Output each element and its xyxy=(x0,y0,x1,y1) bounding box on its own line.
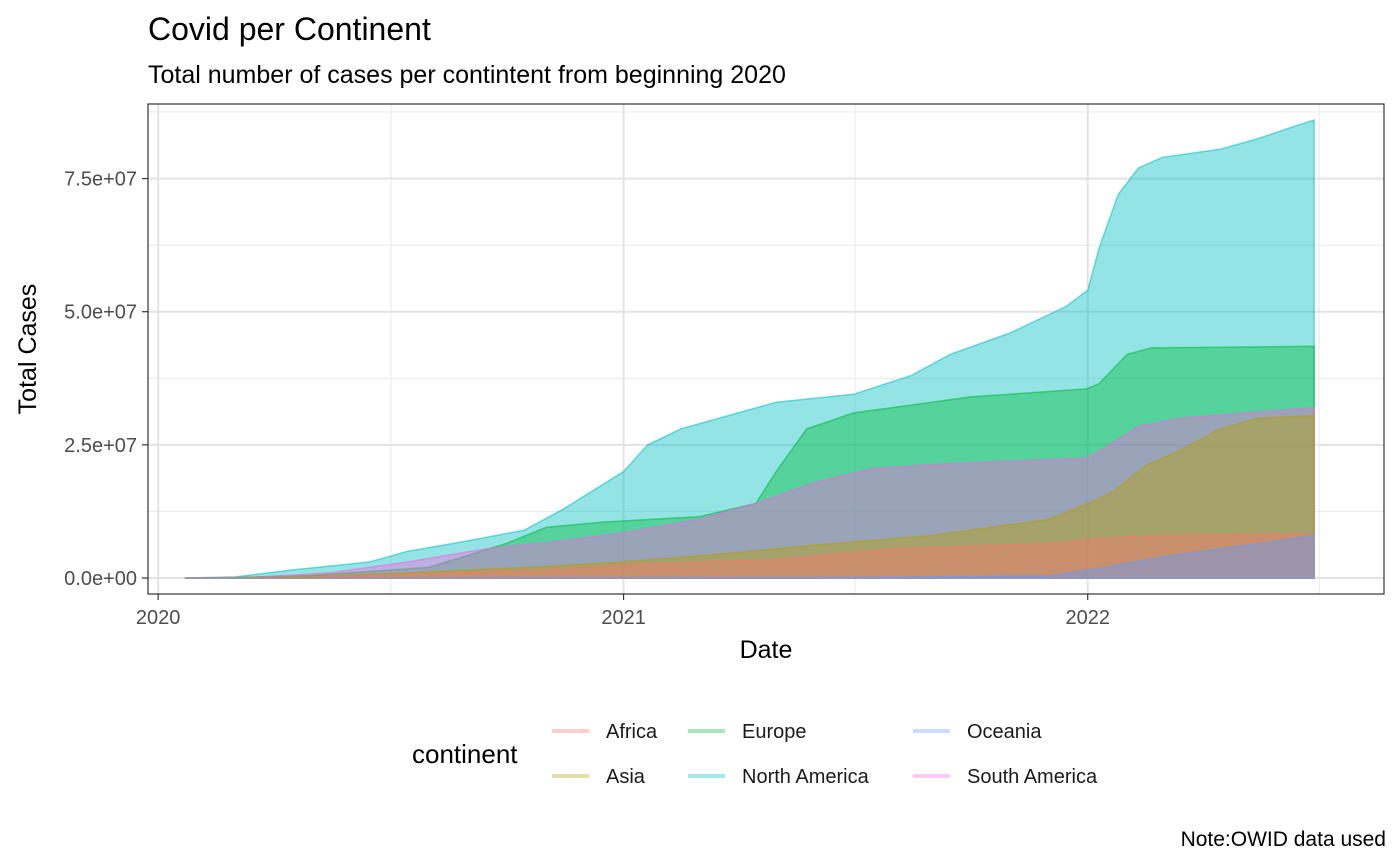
legend-label-oceania: Oceania xyxy=(967,721,1042,743)
legend-label-south-america: South America xyxy=(967,766,1098,788)
chart-title: Covid per Continent xyxy=(148,11,431,47)
area-africa xyxy=(184,533,1315,579)
panel-background xyxy=(148,104,1384,594)
panel-border xyxy=(147,103,1385,595)
area-asia xyxy=(184,414,1315,579)
chart-caption: Note:OWID data used xyxy=(1181,828,1386,851)
area-south-america xyxy=(184,406,1315,579)
legend: continent Africa Asia Europe North America O… xyxy=(412,721,1098,788)
x-tick-label: 2022 xyxy=(1065,607,1110,629)
legend-label-europe: Europe xyxy=(742,721,807,743)
chart-subtitle: Total number of cases per contintent fro… xyxy=(148,61,786,89)
y-tick-label: 2.5e+07 xyxy=(64,435,137,457)
y-axis: 0.0e+00 2.5e+07 5.0e+07 7.5e+07 xyxy=(64,169,148,590)
area-series-group xyxy=(184,118,1315,579)
y-tick-label: 5.0e+07 xyxy=(64,302,137,324)
y-tick-label: 0.0e+00 xyxy=(64,568,137,590)
grid-minor xyxy=(148,104,1384,594)
plot-panel xyxy=(147,103,1385,595)
area-oceania xyxy=(184,534,1315,579)
legend-label-africa: Africa xyxy=(606,721,658,743)
legend-label-asia: Asia xyxy=(606,766,646,788)
y-tick-label: 7.5e+07 xyxy=(64,169,137,191)
x-axis: 2020 2021 2022 xyxy=(136,594,1110,629)
legend-label-north-america: North America xyxy=(742,766,870,788)
y-axis-label: Total Cases xyxy=(14,284,42,415)
x-tick-label: 2020 xyxy=(136,607,181,629)
legend-title: continent xyxy=(412,739,518,769)
x-tick-label: 2021 xyxy=(601,607,646,629)
area-europe xyxy=(184,345,1315,579)
x-axis-label: Date xyxy=(740,636,793,664)
legend-items: Africa Asia Europe North America Oceania Sout… xyxy=(552,721,1098,788)
area-north-america xyxy=(184,118,1315,579)
